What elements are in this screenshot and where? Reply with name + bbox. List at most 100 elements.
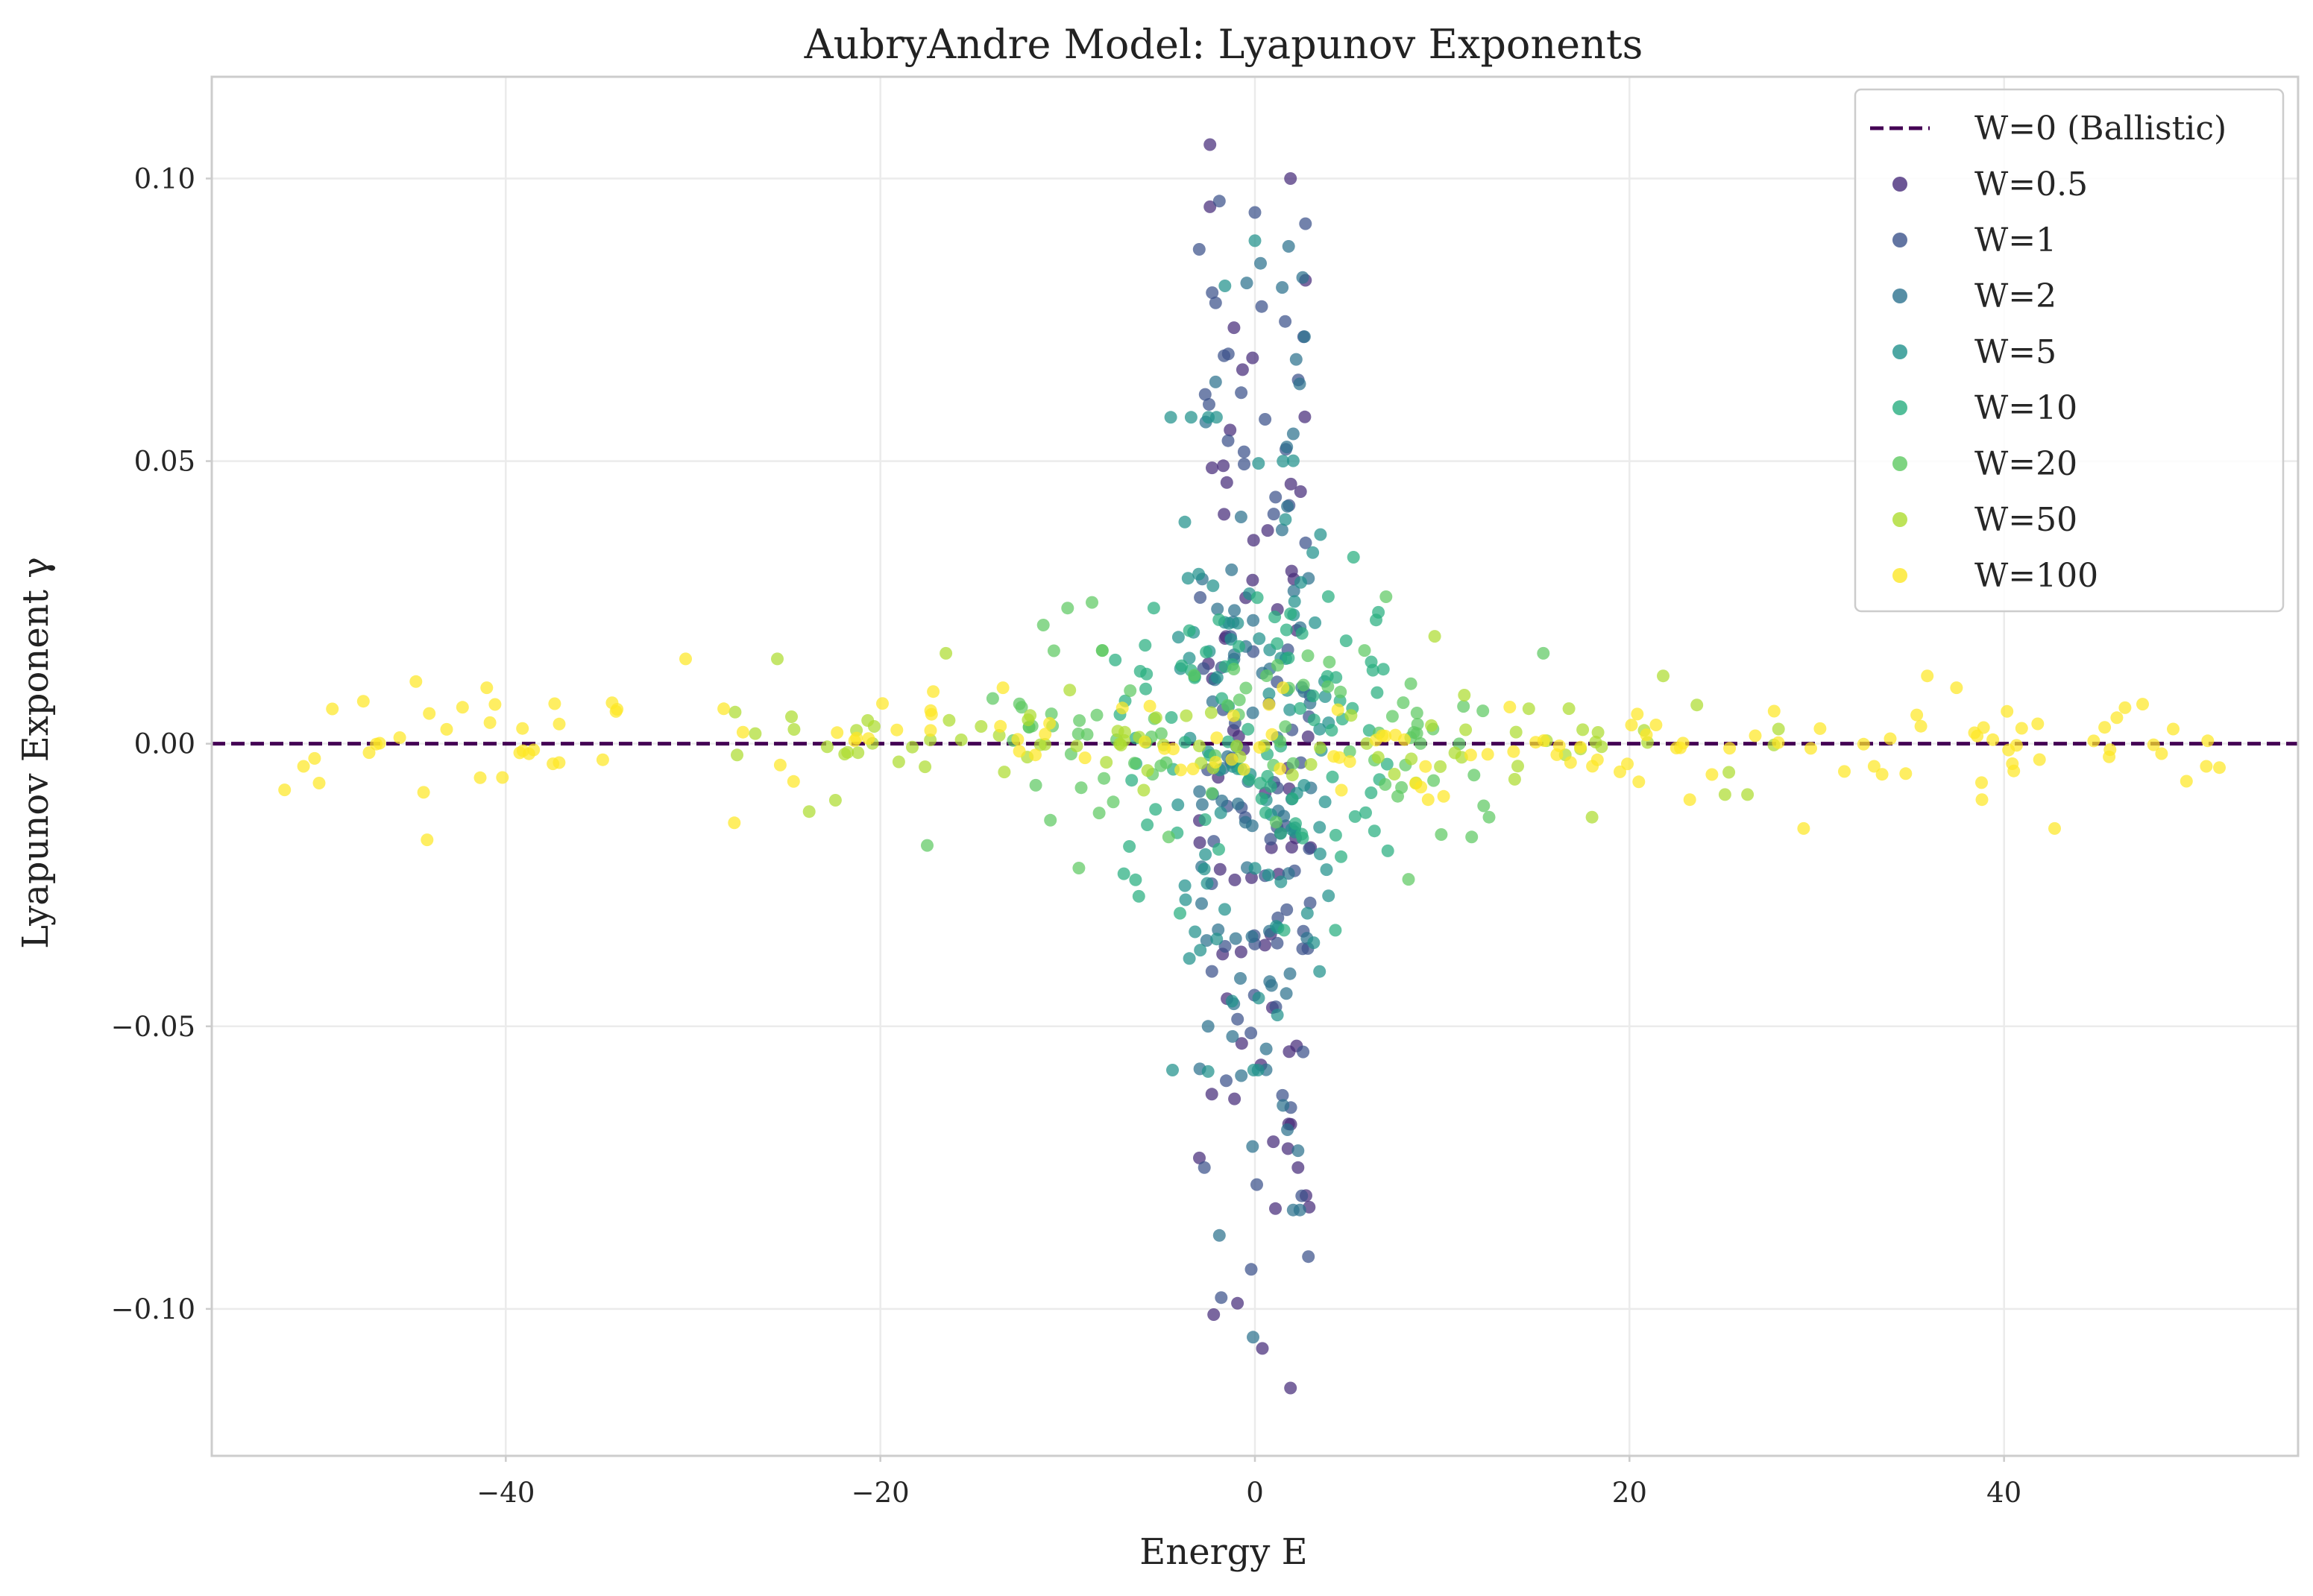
scatter-point	[1280, 987, 1293, 1000]
scatter-point	[1838, 765, 1851, 778]
scatter-point	[1267, 508, 1280, 521]
scatter-point	[1286, 454, 1300, 467]
scatter-point	[1294, 575, 1307, 589]
scatter-point	[1149, 711, 1162, 725]
scatter-point	[1210, 933, 1224, 946]
scatter-point	[1029, 778, 1042, 792]
scatter-point	[1186, 763, 1200, 775]
scatter-point	[409, 675, 423, 688]
scatter-point	[1100, 756, 1113, 769]
scatter-point	[1379, 590, 1393, 603]
scatter-point	[1718, 788, 1731, 801]
scatter-point	[1209, 375, 1222, 388]
x-tick-label: 40	[1986, 1477, 2021, 1509]
scatter-point	[1428, 630, 1441, 643]
scatter-point	[1033, 738, 1047, 751]
scatter-point	[749, 727, 762, 740]
scatter-point	[1313, 741, 1327, 754]
scatter-point	[1183, 952, 1196, 965]
scatter-point	[1277, 1099, 1290, 1112]
scatter-point	[1229, 932, 1242, 945]
scatter-point	[1280, 441, 1294, 454]
scatter-point	[1371, 686, 1384, 699]
scatter-point	[1289, 817, 1302, 830]
scatter-point	[1975, 776, 1988, 789]
scatter-point	[1291, 1161, 1305, 1174]
scatter-point	[1625, 719, 1638, 732]
scatter-point	[1414, 737, 1427, 750]
scatter-point	[1209, 756, 1222, 769]
scatter-point	[1281, 1142, 1294, 1155]
scatter-point	[1198, 862, 1211, 876]
scatter-point	[1325, 724, 1338, 737]
scatter-point	[1326, 770, 1339, 783]
scatter-point	[831, 726, 844, 739]
scatter-point	[867, 720, 881, 733]
scatter-point	[1264, 833, 1277, 846]
scatter-point	[1300, 906, 1314, 920]
scatter-point	[773, 758, 787, 772]
scatter-point	[1276, 1088, 1289, 1102]
scatter-point	[1047, 644, 1060, 657]
scatter-point	[1227, 663, 1241, 675]
scatter-point	[892, 755, 905, 769]
scatter-point	[1476, 704, 1490, 718]
scatter-point	[2110, 711, 2124, 725]
scatter-point	[1200, 934, 1213, 947]
scatter-point	[1279, 513, 1292, 526]
scatter-point	[1280, 903, 1294, 916]
scatter-point	[553, 756, 566, 769]
scatter-point	[1178, 736, 1192, 749]
scatter-point	[1283, 1045, 1296, 1059]
legend-swatch	[1892, 177, 1907, 192]
scatter-point	[1294, 701, 1307, 715]
scatter-point	[1297, 678, 1310, 692]
scatter-point	[1029, 748, 1042, 762]
scatter-point	[1281, 499, 1294, 513]
scatter-point	[1274, 762, 1287, 775]
scatter-point	[1269, 491, 1283, 504]
scatter-point	[1271, 1009, 1284, 1022]
scatter-point	[1225, 753, 1239, 766]
x-tick-label: −20	[852, 1477, 910, 1509]
scatter-point	[1063, 684, 1077, 697]
scatter-point	[1631, 707, 1644, 721]
scatter-point	[1271, 658, 1284, 672]
scatter-point	[1231, 797, 1244, 810]
scatter-point	[1690, 698, 1704, 712]
y-tick-label: −0.10	[111, 1293, 195, 1325]
scatter-point	[1218, 940, 1232, 953]
scatter-point	[2001, 704, 2014, 718]
scatter-point	[1200, 646, 1213, 659]
legend-label: W=5	[1974, 333, 2056, 371]
scatter-point	[1286, 757, 1300, 770]
scatter-point	[679, 652, 692, 666]
scatter-point	[1141, 818, 1154, 831]
scatter-point	[1649, 719, 1663, 731]
scatter-point	[1318, 795, 1332, 809]
scatter-point	[1574, 740, 1587, 754]
scatter-point	[1181, 572, 1195, 585]
scatter-point	[1269, 816, 1283, 829]
scatter-point	[1221, 698, 1234, 712]
scatter-point	[1281, 1123, 1294, 1136]
scatter-point	[1261, 524, 1274, 537]
scatter-point	[1162, 830, 1175, 844]
scatter-point	[2136, 698, 2149, 711]
scatter-point	[1271, 936, 1284, 950]
scatter-point	[1250, 1178, 1263, 1191]
legend-label: W=100	[1974, 557, 2098, 595]
scatter-point	[1306, 690, 1320, 702]
scatter-point	[924, 734, 937, 747]
scatter-point	[924, 704, 937, 717]
scatter-point	[553, 717, 566, 731]
scatter-point	[1212, 1228, 1226, 1242]
scatter-point	[1294, 485, 1307, 498]
scatter-point	[1039, 728, 1052, 741]
scatter-point	[1585, 810, 1599, 824]
scatter-point	[1236, 363, 1249, 376]
scatter-point	[1284, 1381, 1297, 1395]
scatter-point	[1683, 793, 1696, 807]
scatter-point	[1235, 1069, 1248, 1082]
scatter-point	[1576, 723, 1590, 737]
